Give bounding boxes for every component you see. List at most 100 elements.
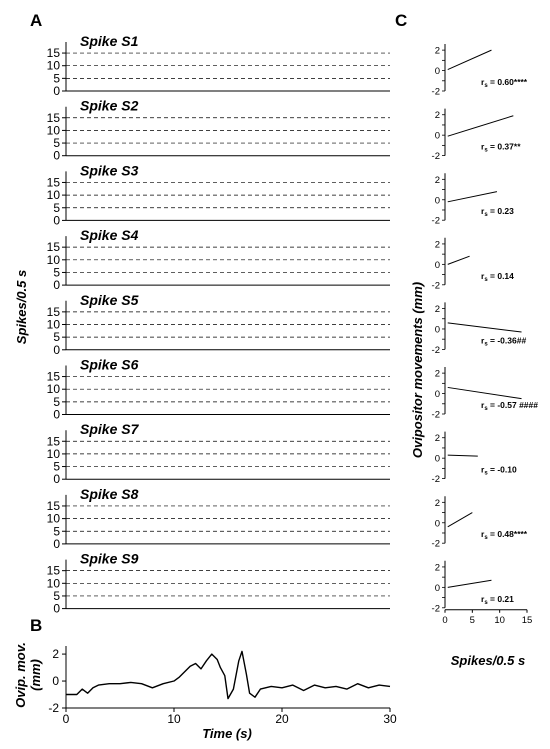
panel-b-ylabel-line2: (mm): [28, 659, 43, 691]
regression-line: [447, 322, 522, 333]
y-tick-label: 15: [47, 111, 61, 125]
scatter-5: -2 0 2 rs = -0.36##: [432, 302, 526, 356]
rs-annotation: rs = 0.60****: [481, 77, 528, 89]
y-tick-label: -2: [432, 603, 440, 614]
histogram-title: Spike S1: [80, 33, 139, 49]
regression-line: [447, 49, 492, 71]
y-tick-label: 2: [435, 369, 440, 380]
y-tick-label: 10: [47, 59, 61, 73]
y-tick-label: 15: [47, 305, 61, 319]
y-tick-label: 0: [435, 518, 440, 529]
regression-line: [447, 512, 473, 528]
panel-a-ylabel: Spikes/0.5 s: [14, 270, 29, 344]
y-tick-label: 5: [53, 330, 60, 344]
scatter-8: -2 0 2 rs = 0.48****: [432, 496, 528, 550]
panel-b-ylabel-line1: Ovip. mov.: [13, 642, 28, 708]
y-tick-label: 0: [435, 195, 440, 206]
y-tick-label: -2: [432, 280, 440, 291]
y-tick-label: 10: [47, 576, 61, 590]
y-tick-label: 0: [53, 213, 60, 227]
rs-annotation: rs = 0.21: [481, 594, 514, 606]
x-tick-label: 5: [470, 615, 475, 626]
panel-b-xlabel: Time (s): [202, 726, 252, 741]
y-tick-label: 5: [53, 201, 60, 215]
scatter-7: -2 0 2 rs = -0.10: [432, 431, 517, 485]
ovipositor-trace: [66, 650, 391, 700]
y-tick-label: 10: [47, 512, 61, 526]
y-tick-label: 5: [53, 265, 60, 279]
y-tick-label: 0: [435, 131, 440, 142]
histogram-title: Spike S3: [80, 162, 139, 178]
regression-line: [447, 386, 522, 400]
y-tick-label: 10: [47, 382, 61, 396]
y-tick-label: 15: [47, 434, 61, 448]
y-tick-label: 0: [435, 260, 440, 271]
y-tick-label: 0: [435, 389, 440, 400]
y-tick-label: 0: [53, 278, 60, 292]
histogram-title: Spike S7: [80, 421, 140, 437]
y-tick-label: 10: [47, 123, 61, 137]
y-tick-label: 2: [52, 647, 59, 661]
x-tick-label: 0: [442, 615, 447, 626]
scatter-4: -2 0 2 rs = 0.14: [432, 237, 514, 291]
y-tick-label: -2: [432, 151, 440, 162]
regression-line: [447, 115, 514, 137]
x-tick-label: 15: [522, 615, 533, 626]
regression-line: [447, 191, 498, 203]
y-tick-label: 2: [435, 498, 440, 509]
y-tick-label: -2: [432, 474, 440, 485]
rs-annotation: rs = -0.10: [481, 465, 517, 477]
y-tick-label: 0: [53, 472, 60, 486]
y-tick-label: 5: [53, 71, 60, 85]
y-tick-label: 2: [435, 562, 440, 573]
y-tick-label: -2: [432, 410, 440, 421]
scatter-6: -2 0 2 rs = -0.57 ####: [432, 367, 538, 421]
scatter-3: -2 0 2 rs = 0.23: [432, 173, 514, 227]
panel-c-xlabel: Spikes/0.5 s: [451, 653, 525, 668]
scatter-9: -2 0 2 rs = 0.21: [432, 560, 514, 614]
scatter-2: -2 0 2 rs = 0.37**: [432, 108, 521, 162]
y-tick-label: 10: [47, 253, 61, 267]
y-tick-label: 0: [53, 408, 60, 422]
y-tick-label: 15: [47, 370, 61, 384]
regression-line: [447, 454, 478, 457]
y-tick-label: 15: [47, 564, 61, 578]
y-tick-label: 5: [53, 136, 60, 150]
y-tick-label: 5: [53, 589, 60, 603]
y-tick-label: 2: [435, 304, 440, 315]
regression-line: [447, 579, 492, 588]
y-tick-label: 0: [52, 674, 59, 688]
x-tick-label: 20: [275, 712, 289, 726]
rs-annotation: rs = 0.48****: [481, 529, 528, 541]
rs-annotation: rs = -0.57 ####: [481, 400, 538, 412]
y-tick-label: 2: [435, 110, 440, 121]
y-tick-label: 5: [53, 395, 60, 409]
histogram-title: Spike S9: [80, 551, 139, 567]
y-tick-label: 0: [435, 324, 440, 335]
y-tick-label: -2: [432, 87, 440, 98]
y-tick-label: 0: [53, 343, 60, 357]
y-tick-label: 0: [53, 84, 60, 98]
regression-line: [447, 255, 470, 265]
rs-annotation: rs = 0.37**: [481, 142, 521, 154]
y-tick-label: 15: [47, 46, 61, 60]
y-tick-label: 2: [435, 239, 440, 250]
y-tick-label: 15: [47, 240, 61, 254]
panel-c-ylabel: Ovipositor movements (mm): [410, 282, 425, 458]
rs-annotation: rs = -0.36##: [481, 335, 526, 347]
y-tick-label: 0: [435, 66, 440, 77]
scatter-1: -2 0 2 rs = 0.60****: [432, 44, 528, 98]
y-tick-label: 2: [435, 433, 440, 444]
x-tick-label: 0: [63, 712, 70, 726]
